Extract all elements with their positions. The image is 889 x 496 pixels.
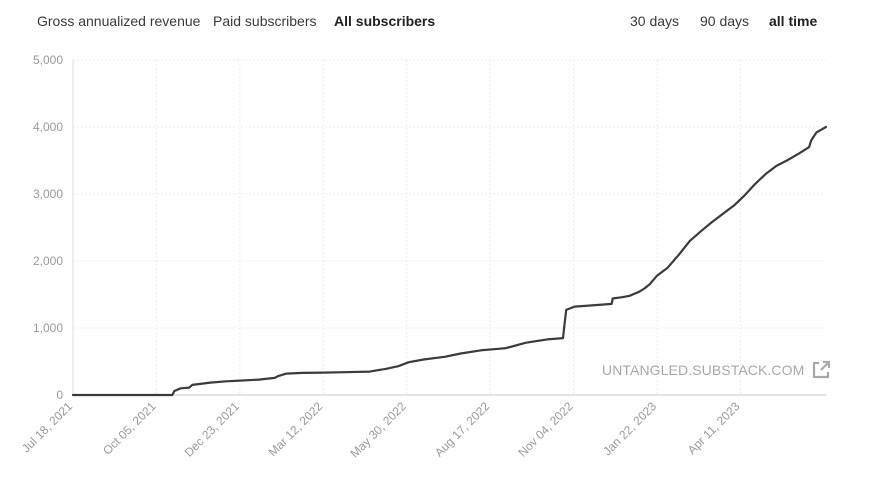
- x-tick-label: May 30, 2022: [348, 399, 410, 461]
- x-tick-label: Apr 11, 2023: [685, 399, 743, 457]
- watermark-link[interactable]: UNTANGLED.SUBSTACK.COM: [602, 359, 832, 381]
- range-all-time[interactable]: all time: [769, 13, 818, 29]
- series-line-0: [71, 125, 828, 397]
- x-tick-label: Jan 22, 2023: [600, 399, 659, 458]
- watermark-text: UNTANGLED.SUBSTACK.COM: [602, 362, 805, 378]
- y-tick-label: 0: [56, 388, 63, 402]
- y-tick-label: 3,000: [33, 187, 63, 201]
- x-axis: Jul 18, 2021 Oct 05, 2021 Dec 23, 2021 Mar …: [19, 394, 826, 461]
- series-layer: [71, 125, 828, 397]
- y-axis: 0 1,000 2,000 3,000 4,000 5,000: [33, 53, 74, 402]
- x-tick-label: Oct 05, 2021: [100, 399, 159, 458]
- x-tick-label: Jul 18, 2021: [19, 399, 75, 455]
- x-tick-label: Mar 12, 2022: [266, 399, 326, 459]
- y-tick-label: 1,000: [33, 321, 63, 335]
- y-tick-label: 4,000: [33, 120, 63, 134]
- tab-gross-annualized-revenue[interactable]: Gross annualized revenue: [37, 13, 201, 29]
- tab-paid-subscribers[interactable]: Paid subscribers: [213, 13, 317, 29]
- grid-layer: [73, 59, 826, 395]
- external-link-icon: [810, 359, 832, 381]
- x-tick-label: Nov 04, 2022: [515, 399, 576, 460]
- y-tick-label: 2,000: [33, 254, 63, 268]
- range-90-days[interactable]: 90 days: [700, 13, 750, 29]
- x-tick-label: Dec 23, 2021: [182, 399, 243, 460]
- x-tick-label: Aug 17, 2022: [432, 399, 493, 460]
- tab-all-subscribers[interactable]: All subscribers: [334, 13, 436, 29]
- y-tick-label: 5,000: [33, 53, 63, 67]
- range-30-days[interactable]: 30 days: [630, 13, 680, 29]
- tab-bar: Gross annualized revenue Paid subscriber…: [0, 0, 889, 42]
